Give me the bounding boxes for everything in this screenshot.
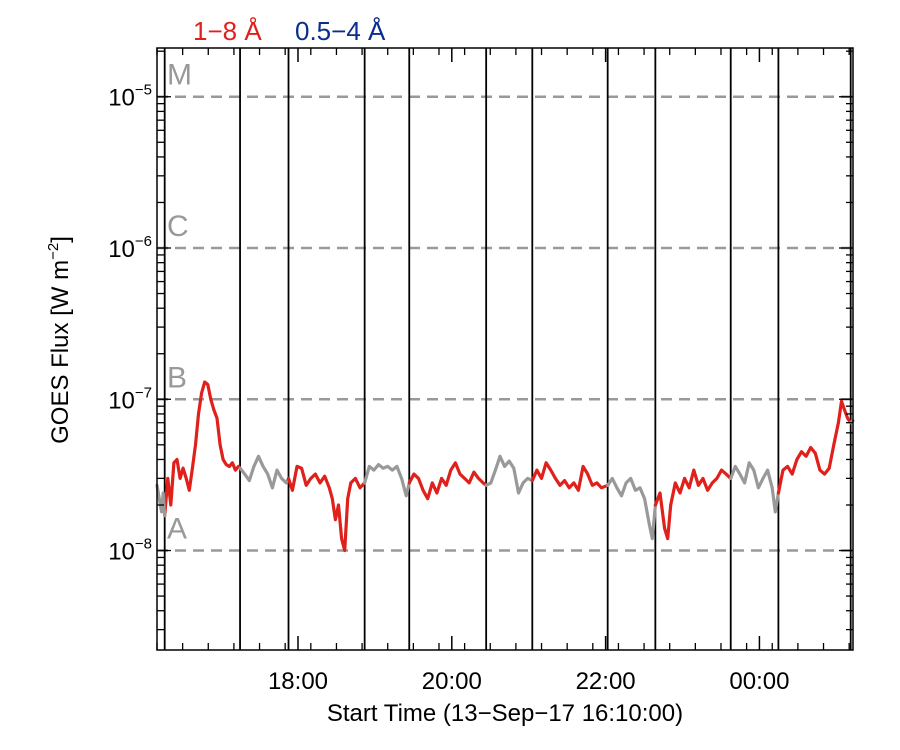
flux-segment-4	[286, 464, 367, 553]
y-tick-label-−7: 10−7	[108, 384, 152, 414]
y-tick-label-−6: 10−6	[108, 233, 152, 263]
flux-segment-10	[653, 468, 733, 541]
flux-segment-3	[238, 454, 291, 490]
flux-segment-9	[606, 476, 657, 541]
y-tick-exponent: −8	[135, 536, 152, 553]
legend-1-8: 1−8 Å	[193, 16, 262, 46]
flare-class-label-C: C	[167, 210, 189, 243]
flux-segment-0	[163, 380, 231, 518]
flux-segment-1	[227, 461, 242, 472]
y-tick-exponent: −6	[135, 233, 152, 250]
y-axis-label: GOES Flux [W m−2]	[45, 236, 74, 444]
y-tick-base: 10	[108, 539, 135, 566]
flux-segment-8	[530, 461, 610, 492]
y-tick-label-−5: 10−5	[108, 82, 152, 112]
flux-segment-11	[729, 461, 780, 514]
x-tick-label-18:00: 18:00	[268, 668, 328, 695]
y-tick-base: 10	[108, 387, 135, 414]
y-tick-label-−8: 10−8	[108, 536, 152, 566]
flare-class-label-A: A	[167, 513, 187, 546]
y-tick-exponent: −7	[135, 384, 152, 401]
x-tick-label-20:00: 20:00	[422, 668, 482, 695]
legend-0.5-4: 0.5−4 Å	[295, 16, 386, 46]
flare-class-label-M: M	[167, 59, 192, 92]
flux-segment-12	[776, 399, 853, 495]
plot-frame	[156, 47, 854, 651]
flare-class-label-B: B	[167, 361, 187, 394]
y-tick-base: 10	[108, 236, 135, 263]
x-tick-label-00:00: 00:00	[729, 668, 789, 695]
y-axis-label-main: GOES Flux [W m	[47, 260, 74, 444]
flux-segment-5	[363, 463, 411, 498]
y-tick-base: 10	[108, 85, 135, 112]
flux-segment-6	[407, 461, 488, 501]
flux-segment-2	[155, 483, 167, 518]
x-tick-label-22:00: 22:00	[576, 668, 636, 695]
y-tick-exponent: −5	[135, 82, 152, 99]
x-axis-label: Start Time (13−Sep−17 16:10:00)	[327, 700, 683, 727]
y-axis-label-close: ]	[47, 236, 74, 243]
flux-segment-7	[484, 454, 534, 495]
y-axis-label-sup: −2	[45, 243, 62, 260]
